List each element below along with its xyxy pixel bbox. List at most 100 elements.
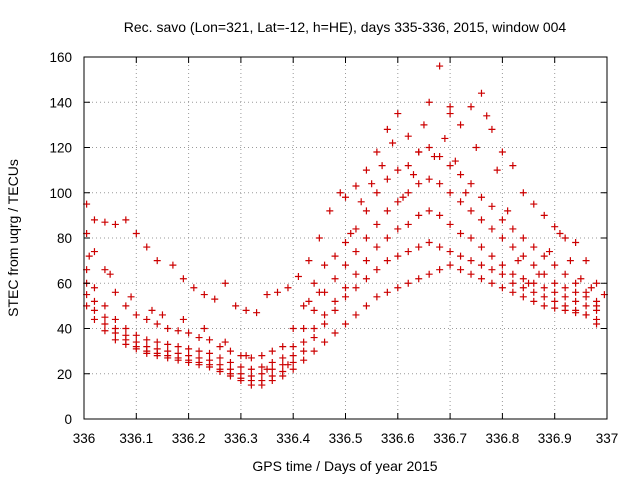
data-point	[132, 229, 140, 237]
x-tick-label: 336.9	[538, 431, 572, 446]
data-point	[561, 270, 569, 278]
data-point	[509, 225, 517, 233]
data-point	[253, 309, 261, 317]
data-point	[300, 356, 308, 364]
data-point	[425, 98, 433, 106]
data-point	[587, 284, 595, 292]
data-point	[185, 329, 193, 337]
data-point	[101, 218, 109, 226]
data-point	[467, 257, 475, 265]
data-point	[436, 266, 444, 274]
data-point	[321, 320, 329, 328]
data-point	[185, 345, 193, 353]
x-tick-label: 336.4	[276, 431, 310, 446]
y-tick-label: 160	[49, 50, 72, 65]
series-group	[83, 261, 601, 389]
data-point	[206, 336, 214, 344]
data-point	[268, 358, 276, 366]
data-point	[373, 266, 381, 274]
data-point	[258, 363, 266, 371]
data-point	[488, 202, 496, 210]
data-point	[362, 302, 370, 310]
data-point	[90, 248, 98, 256]
data-point	[404, 279, 412, 287]
data-point	[342, 193, 349, 201]
x-tick-label: 336.8	[486, 431, 520, 446]
data-point	[226, 347, 234, 355]
data-point	[394, 284, 402, 292]
data-point	[477, 193, 485, 201]
data-point	[572, 279, 580, 287]
data-point	[122, 302, 130, 310]
data-point	[268, 377, 276, 385]
data-points	[83, 62, 608, 389]
data-point	[477, 275, 485, 283]
data-point	[315, 234, 323, 242]
data-point	[383, 257, 391, 265]
data-point	[415, 148, 423, 156]
data-point	[362, 234, 370, 242]
x-tick-label: 336.1	[119, 431, 153, 446]
data-point	[540, 302, 548, 310]
data-point	[498, 148, 506, 156]
data-point	[179, 315, 187, 323]
series-group	[83, 207, 601, 380]
data-point	[551, 297, 559, 305]
data-point	[446, 162, 454, 170]
data-point	[310, 347, 318, 355]
data-point	[572, 239, 580, 247]
data-point	[258, 381, 266, 389]
data-point	[530, 243, 538, 251]
data-point	[153, 320, 161, 328]
data-point	[477, 243, 485, 251]
data-point	[519, 293, 527, 301]
data-point	[430, 153, 438, 161]
data-point	[289, 365, 297, 373]
data-point	[127, 293, 135, 301]
data-point	[200, 325, 208, 332]
data-point	[467, 207, 475, 215]
data-point	[394, 252, 402, 260]
data-point	[488, 279, 496, 287]
data-point	[561, 293, 569, 301]
data-point	[195, 361, 203, 369]
data-point	[451, 157, 459, 165]
data-point	[519, 284, 527, 292]
data-point	[477, 216, 485, 224]
data-point	[483, 112, 491, 120]
data-point	[556, 229, 564, 237]
data-point	[153, 352, 161, 360]
data-point	[247, 365, 255, 373]
data-point	[561, 234, 569, 242]
data-point	[169, 261, 177, 269]
data-point	[132, 331, 140, 339]
x-tick-label: 336.7	[433, 431, 467, 446]
y-tick-label: 0	[64, 412, 72, 427]
data-point	[425, 207, 433, 215]
data-point	[294, 272, 302, 280]
data-point	[446, 261, 454, 269]
data-point	[132, 311, 140, 319]
grid-lines	[84, 57, 607, 419]
data-point	[368, 180, 376, 188]
data-point	[362, 257, 370, 265]
data-point	[164, 354, 172, 362]
data-point	[321, 261, 329, 269]
data-point	[232, 302, 240, 310]
data-point	[472, 144, 480, 151]
data-point	[457, 252, 465, 260]
data-point	[404, 132, 412, 140]
data-point	[289, 343, 297, 351]
data-point	[394, 110, 402, 118]
data-point	[409, 171, 417, 179]
data-point	[111, 220, 119, 228]
data-point	[467, 234, 475, 242]
data-point	[545, 248, 553, 256]
data-point	[310, 325, 318, 332]
data-point	[415, 243, 423, 251]
data-point	[551, 304, 559, 312]
data-point	[394, 225, 402, 233]
data-point	[310, 279, 318, 287]
data-point	[420, 121, 428, 129]
data-point	[352, 248, 360, 256]
